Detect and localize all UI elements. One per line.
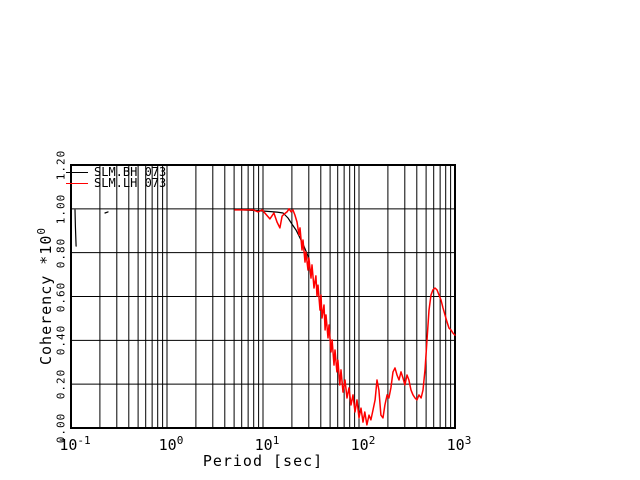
gridlines (70, 164, 456, 429)
y-tick-label: 1.20 (54, 149, 68, 181)
series-segment (74, 209, 77, 247)
series-slm-bh-073 (74, 208, 311, 271)
legend-item-slm-bh: SLM.BH 073 (66, 165, 167, 179)
legend-label: SLM.LH 073 (94, 176, 167, 190)
y-axis-title-exponent: 0 (35, 226, 48, 235)
y-tick-label: 0.60 (54, 281, 68, 312)
plot-frame (70, 164, 456, 429)
x-tick-label: 103 (446, 434, 472, 454)
series-slm-lh-073 (234, 208, 456, 426)
y-tick-label: 0.80 (54, 237, 68, 268)
legend-line-swatch-red (66, 183, 88, 184)
series-segment (234, 208, 311, 271)
legend: SLM.BH 073 SLM.LH 073 (66, 165, 167, 190)
x-axis-title: Period [sec] (202, 452, 324, 470)
legend-item-slm-lh: SLM.LH 073 (66, 176, 167, 190)
x-tick-label: 102 (350, 434, 376, 454)
legend-line-swatch-black (66, 172, 88, 173)
y-axis-title-text: Coherency *10 (37, 234, 55, 366)
series-segment (234, 208, 456, 426)
x-tick-label: 100 (158, 434, 184, 454)
y-tick-label: 1.00 (54, 193, 68, 225)
y-axis-title: Coherency *100 (35, 227, 55, 365)
y-tick-label: 0.40 (54, 325, 68, 356)
y-tick-label: 0.20 (54, 368, 68, 400)
legend-label: SLM.BH 073 (94, 165, 167, 179)
x-tick-label: 101 (254, 434, 280, 454)
series-segment (104, 211, 109, 214)
x-tick-label: 10-1 (59, 434, 91, 454)
